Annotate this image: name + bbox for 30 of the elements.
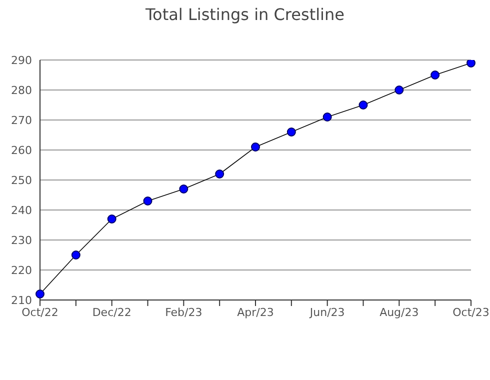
point	[215, 170, 224, 178]
x-tick-label: Oct/22	[22, 306, 58, 319]
x-tick-label: Aug/23	[380, 306, 419, 319]
point	[143, 196, 152, 206]
y-tick-label: 260	[11, 144, 32, 157]
x-tick-label: Jun/23	[308, 306, 345, 319]
y-tick-label: 230	[11, 234, 32, 247]
x-tick-label: Dec/22	[92, 306, 132, 319]
point	[179, 184, 188, 194]
point	[394, 86, 404, 94]
x-tick-label: Oct/23	[452, 306, 490, 319]
point	[107, 214, 116, 224]
chart-title: Total Listings in Crestline	[144, 5, 346, 24]
point	[430, 70, 440, 80]
point	[36, 290, 44, 298]
y-tick-label: 210	[11, 294, 32, 307]
y-tick-label: 220	[11, 264, 32, 277]
y-tick-label: 280	[11, 84, 32, 97]
point	[286, 128, 296, 136]
x-tick-label: Feb/23	[165, 306, 202, 319]
point	[466, 60, 476, 68]
x-tick-label: Apr/23	[237, 306, 274, 319]
y-tick-label: 250	[11, 174, 32, 187]
y-tick-label: 270	[11, 114, 32, 127]
point	[71, 250, 80, 260]
point	[322, 112, 332, 122]
point	[251, 142, 260, 152]
y-tick-label: 290	[11, 54, 32, 67]
point	[358, 100, 368, 110]
y-tick-label: 240	[11, 204, 32, 217]
